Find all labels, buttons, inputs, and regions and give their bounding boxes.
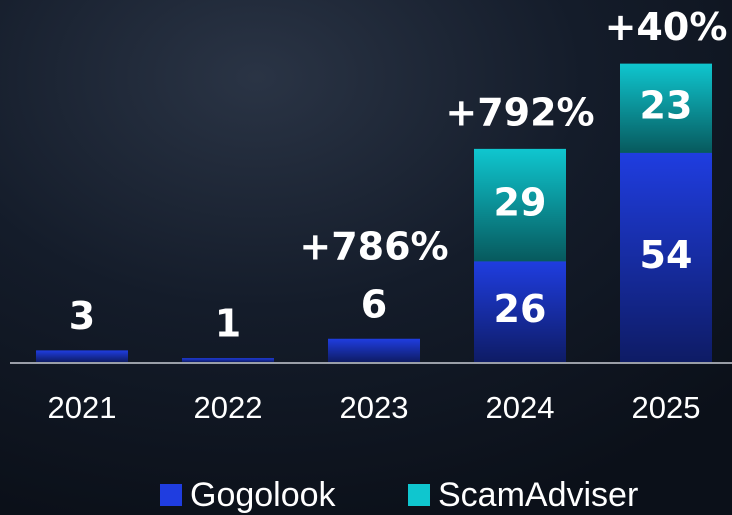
value-label: 54	[640, 233, 693, 277]
annotation: +786%	[299, 224, 448, 268]
value-label: 23	[640, 84, 693, 128]
x-tick-label: 2024	[486, 390, 555, 425]
x-tick-label: 2025	[632, 390, 701, 425]
bar-shade	[328, 338, 420, 362]
x-tick-label: 2023	[340, 390, 409, 425]
value-label: 6	[361, 282, 387, 326]
legend-label: Gogolook	[190, 476, 337, 514]
value-label: 29	[494, 181, 547, 225]
legend-swatch	[408, 484, 430, 506]
x-tick-label: 2022	[194, 390, 263, 425]
value-label: 1	[215, 302, 241, 346]
bar-shade	[620, 152, 712, 362]
annotation: +792%	[445, 90, 594, 134]
bar-shade	[474, 261, 566, 362]
bar-shade	[36, 350, 128, 362]
bar-shade	[182, 358, 274, 362]
legend-swatch	[160, 484, 182, 506]
legend-label: ScamAdviser	[438, 476, 638, 514]
value-label: 3	[69, 294, 95, 338]
x-tick-label: 2021	[48, 390, 117, 425]
value-label: 26	[494, 287, 547, 331]
annotation: +40%	[605, 5, 728, 49]
bar-shade	[620, 63, 712, 153]
bar-shade	[474, 148, 566, 262]
